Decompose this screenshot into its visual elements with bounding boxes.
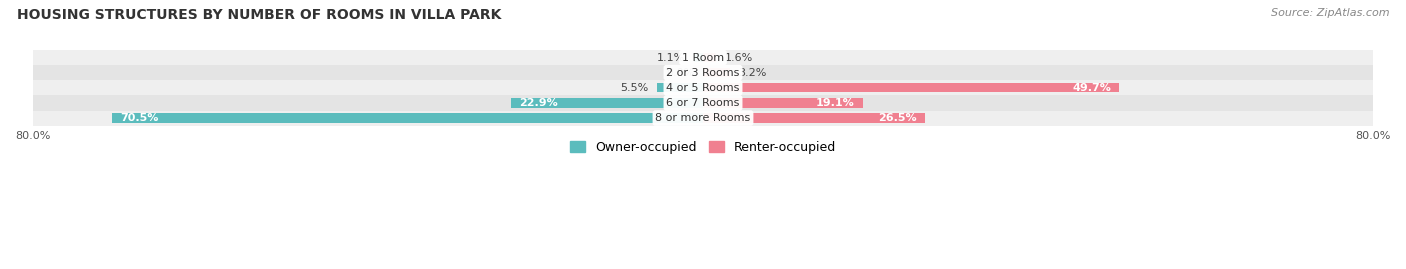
- Bar: [703, 98, 863, 108]
- Text: Source: ZipAtlas.com: Source: ZipAtlas.com: [1271, 8, 1389, 18]
- Bar: [657, 83, 703, 93]
- Text: 19.1%: 19.1%: [815, 98, 855, 108]
- Text: 1 Room: 1 Room: [682, 52, 724, 62]
- Text: HOUSING STRUCTURES BY NUMBER OF ROOMS IN VILLA PARK: HOUSING STRUCTURES BY NUMBER OF ROOMS IN…: [17, 8, 502, 22]
- Text: 1.6%: 1.6%: [724, 52, 754, 62]
- Text: 0.0%: 0.0%: [666, 68, 695, 78]
- Bar: [32, 65, 1374, 80]
- Text: 4 or 5 Rooms: 4 or 5 Rooms: [666, 83, 740, 93]
- Text: 6 or 7 Rooms: 6 or 7 Rooms: [666, 98, 740, 108]
- Bar: [512, 98, 703, 108]
- Text: 26.5%: 26.5%: [877, 113, 917, 123]
- Bar: [112, 113, 703, 123]
- Bar: [32, 50, 1374, 65]
- Text: 70.5%: 70.5%: [121, 113, 159, 123]
- Text: 5.5%: 5.5%: [620, 83, 648, 93]
- Bar: [703, 83, 1119, 93]
- Bar: [703, 53, 717, 62]
- Text: 3.2%: 3.2%: [738, 68, 766, 78]
- Text: 49.7%: 49.7%: [1073, 83, 1111, 93]
- Bar: [32, 95, 1374, 111]
- Bar: [32, 111, 1374, 126]
- Text: 8 or more Rooms: 8 or more Rooms: [655, 113, 751, 123]
- Legend: Owner-occupied, Renter-occupied: Owner-occupied, Renter-occupied: [565, 136, 841, 159]
- Bar: [32, 80, 1374, 95]
- Text: 1.1%: 1.1%: [657, 52, 685, 62]
- Bar: [703, 68, 730, 77]
- Bar: [693, 53, 703, 62]
- Text: 22.9%: 22.9%: [519, 98, 558, 108]
- Text: 2 or 3 Rooms: 2 or 3 Rooms: [666, 68, 740, 78]
- Bar: [703, 113, 925, 123]
